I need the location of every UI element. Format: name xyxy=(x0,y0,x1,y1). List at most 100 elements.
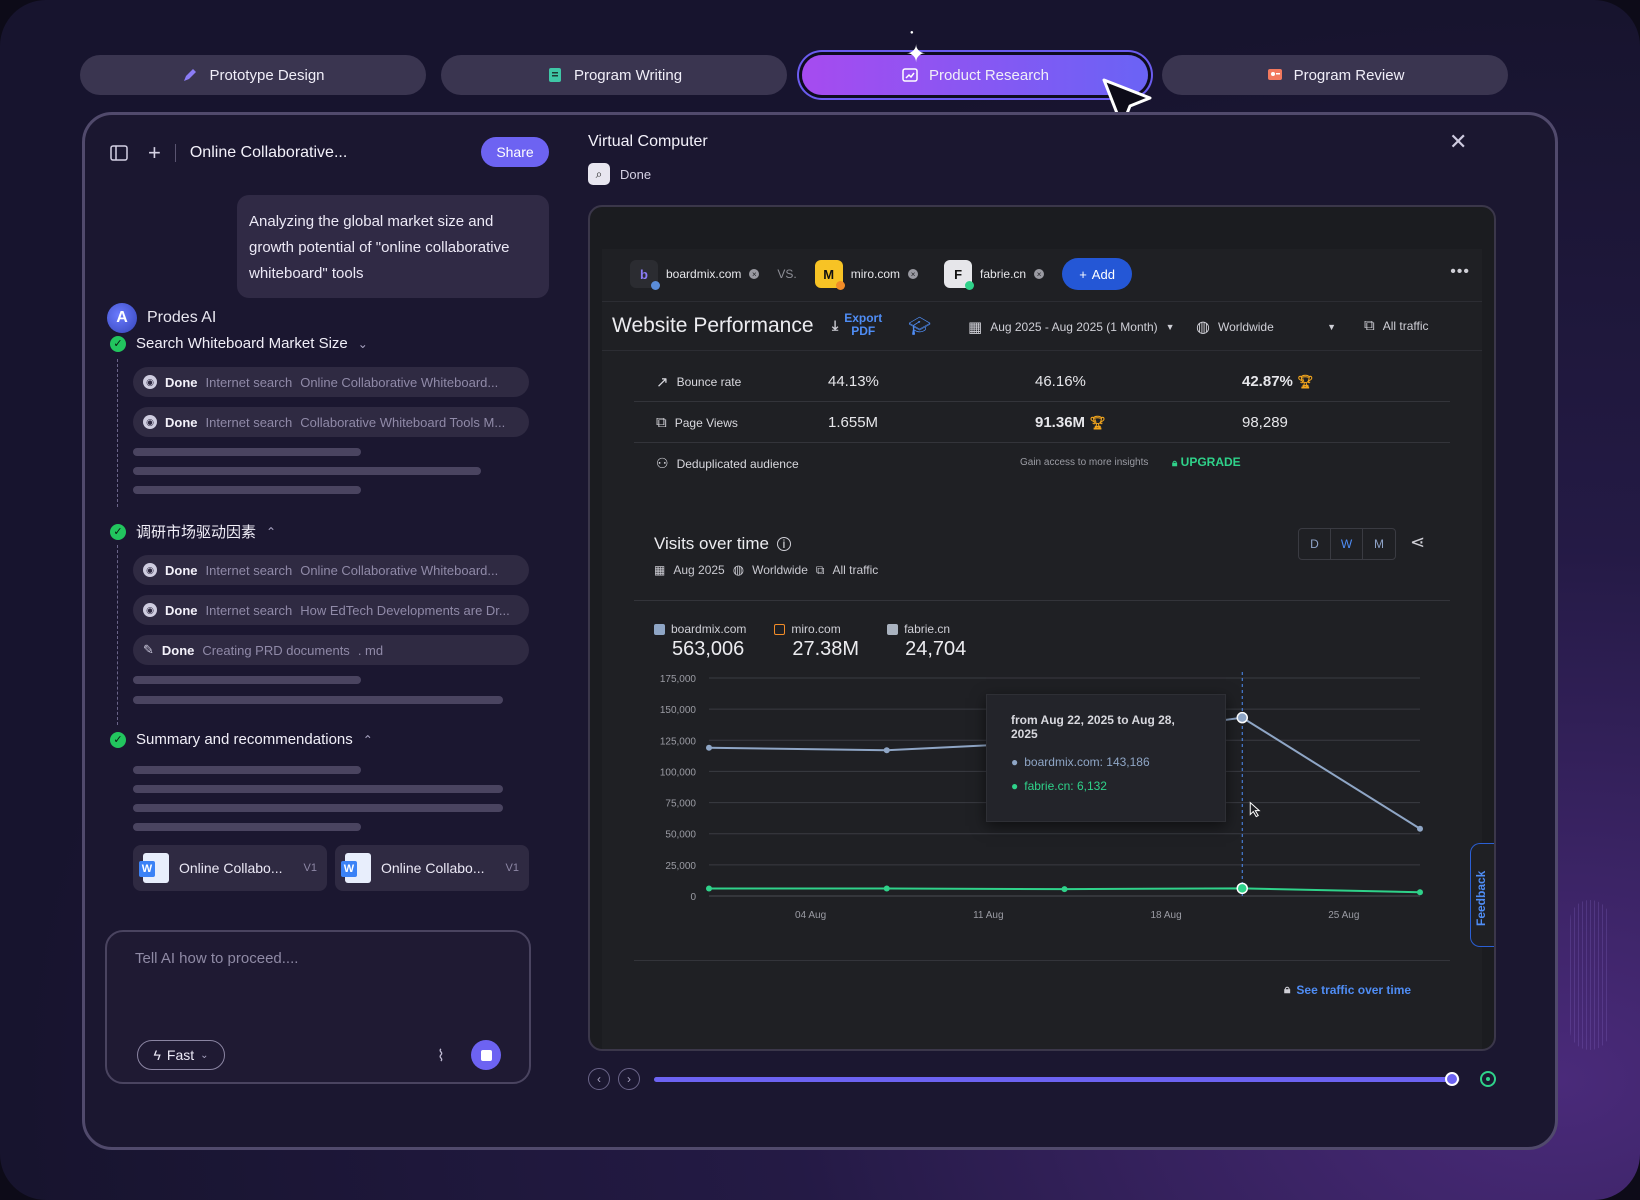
progress-knob[interactable] xyxy=(1444,1072,1459,1086)
share-button[interactable]: Share xyxy=(481,137,549,167)
new-chat-plus-icon[interactable]: + xyxy=(148,140,161,165)
table-row: ↗ Bounce rate 44.13% 46.16% 42.87% 🏆︎ xyxy=(634,361,1450,402)
granularity-month[interactable]: M xyxy=(1374,537,1384,551)
metric-value: 42.87% xyxy=(1242,373,1293,390)
more-options-icon[interactable]: ••• xyxy=(1450,263,1470,280)
section-summary[interactable]: ✓ Summary and recommendations ⌃ xyxy=(110,731,373,748)
step-text: Collaborative Whiteboard Tools M... xyxy=(300,414,506,430)
legend-total: 27.38M xyxy=(792,638,860,660)
close-icon[interactable]: ✕ xyxy=(1449,129,1468,154)
share-icon[interactable]: ⋖ xyxy=(1410,532,1426,552)
data-point xyxy=(1236,882,1248,895)
date-range-label: Aug 2025 - Aug 2025 (1 Month) xyxy=(990,320,1158,334)
step-item[interactable]: ◉ Done Internet search Online Collaborat… xyxy=(133,367,529,397)
legend-item-fabrie[interactable]: fabrie.cn 24,704 xyxy=(887,622,966,661)
legend-item-miro[interactable]: miro.com 27.38M xyxy=(774,622,859,661)
chat-input-box[interactable]: Tell AI how to proceed.... ϟ Fast ⌄ ⌇ xyxy=(105,930,531,1084)
step-status: Done xyxy=(165,374,198,390)
next-icon[interactable]: › xyxy=(618,1068,640,1090)
chat-title: Online Collaborative... xyxy=(189,144,348,161)
table-row: ⚇ Deduplicated audience Gain access to m… xyxy=(634,443,1450,484)
tab-program-writing[interactable]: Program Writing xyxy=(441,55,787,95)
skeleton-line xyxy=(133,448,361,456)
chat-header: + Online Collaborative... xyxy=(110,137,565,169)
granularity-week[interactable]: W xyxy=(1331,529,1363,559)
pointer-cursor-icon xyxy=(1102,78,1152,128)
tab-prototype-design[interactable]: Prototype Design xyxy=(80,55,426,95)
pen-icon xyxy=(184,69,197,81)
add-competitor-button[interactable]: + Add xyxy=(1062,258,1133,290)
mode-selector[interactable]: ϟ Fast ⌄ xyxy=(137,1040,225,1070)
globe-icon: ◍ xyxy=(1196,319,1210,336)
academy-cap-icon[interactable]: 🎓︎ xyxy=(908,316,931,336)
tooltip-value: fabrie.cn: 6,132 xyxy=(1024,779,1107,793)
live-target-icon[interactable] xyxy=(1480,1071,1496,1087)
info-icon[interactable]: i xyxy=(776,537,791,551)
document-version: V1 xyxy=(303,862,317,874)
checkbox-checked-icon[interactable] xyxy=(654,623,665,635)
progress-track[interactable] xyxy=(654,1072,1460,1086)
metric-value: 44.13% xyxy=(828,373,879,390)
export-label-line: PDF xyxy=(851,324,876,338)
competitor-fabrie[interactable]: F fabrie.cn × xyxy=(936,257,1052,291)
tab-label: Product Research xyxy=(928,66,1050,84)
tooltip-value: boardmix.com: 143,186 xyxy=(1024,755,1150,769)
data-point xyxy=(883,885,890,892)
region-selector[interactable]: ◍ Worldwide ▼ xyxy=(1196,317,1336,337)
tab-product-research[interactable]: Product Research xyxy=(802,55,1148,95)
competitor-miro[interactable]: M miro.com × xyxy=(807,257,926,291)
data-point xyxy=(1236,711,1248,724)
visits-line-chart[interactable]: 175,000 150,000 125,000 100,000 75,000 50,000… xyxy=(634,672,1450,932)
section-market-drivers[interactable]: ✓ 调研市场驱动因素 ⌃ xyxy=(110,521,276,542)
document-card[interactable]: Online Collabo... V1 xyxy=(335,845,529,891)
region-label: Worldwide xyxy=(752,563,808,577)
mouse-cursor-icon xyxy=(1249,801,1261,818)
feedback-tab[interactable]: Feedback xyxy=(1470,843,1494,947)
lightning-icon: ϟ xyxy=(153,1047,161,1063)
checkbox-unchecked-icon[interactable] xyxy=(774,623,786,635)
step-item[interactable]: ◉ Done Internet search How EdTech Develo… xyxy=(133,595,529,625)
checkbox-checked-icon[interactable] xyxy=(887,623,899,635)
granularity-day[interactable]: D xyxy=(1299,529,1331,559)
sidebar-toggle-icon[interactable] xyxy=(110,145,128,161)
devices-icon: ⧉ xyxy=(1364,317,1375,334)
previous-icon[interactable]: ‹ xyxy=(588,1068,610,1090)
period-label: Aug 2025 xyxy=(673,563,725,577)
document-name: Online Collabo... xyxy=(381,860,485,876)
step-type: Internet search xyxy=(205,602,293,618)
legend-item-boardmix[interactable]: boardmix.com 563,006 xyxy=(654,622,746,661)
metrics-table: ↗ Bounce rate 44.13% 46.16% 42.87% 🏆︎ ⧉ … xyxy=(634,361,1450,484)
visits-title: Visits over time i xyxy=(654,534,791,554)
legend-name: miro.com xyxy=(791,622,841,636)
y-tick-label: 100,000 xyxy=(660,767,697,778)
region-label: Worldwide xyxy=(1217,320,1274,334)
step-item[interactable]: ◉ Done Internet search Online Collaborat… xyxy=(133,555,529,585)
lock-icon: 🔒︎ xyxy=(1284,982,1291,996)
remove-icon[interactable]: × xyxy=(908,269,919,279)
step-item[interactable]: ◉ Done Internet search Collaborative Whi… xyxy=(133,407,529,437)
competitor-name: miro.com xyxy=(850,267,901,281)
stop-button[interactable] xyxy=(471,1040,501,1070)
date-range-selector[interactable]: ▦ Aug 2025 - Aug 2025 (1 Month) ▼ xyxy=(968,318,1175,336)
step-type: Internet search xyxy=(205,562,293,578)
metric-label: ↗ Bounce rate xyxy=(656,373,741,391)
attachment-icon[interactable]: ⌇ xyxy=(437,1048,445,1065)
status-text: Done xyxy=(620,166,652,182)
chat-input-placeholder[interactable]: Tell AI how to proceed.... xyxy=(135,950,299,967)
section-search-market-size[interactable]: ✓ Search Whiteboard Market Size ⌄ xyxy=(110,335,368,352)
remove-icon[interactable]: × xyxy=(1034,269,1045,279)
step-item[interactable]: ✎ Done Creating PRD documents . md xyxy=(133,635,529,665)
website-view: b boardmix.com × VS. M miro.com × F fabr… xyxy=(602,249,1482,1049)
document-card[interactable]: Online Collabo... V1 xyxy=(133,845,327,891)
export-pdf-button[interactable]: ⤓ Export PDF xyxy=(832,312,882,338)
remove-icon[interactable]: × xyxy=(749,269,760,279)
section-title: Website Performance xyxy=(612,314,814,337)
see-traffic-link[interactable]: 🔒︎ See traffic over time xyxy=(1284,982,1411,997)
upgrade-link[interactable]: 🔒︎ UPGRADE xyxy=(1172,455,1241,469)
y-tick-label: 125,000 xyxy=(660,736,697,747)
traffic-selector[interactable]: ⧉ All traffic xyxy=(1364,317,1429,334)
competitor-boardmix[interactable]: b boardmix.com × xyxy=(622,257,767,291)
tab-program-review[interactable]: Program Review xyxy=(1162,55,1508,95)
data-point xyxy=(1061,886,1068,893)
chart-legend: boardmix.com 563,006 miro.com 27.38M fab… xyxy=(654,622,966,661)
